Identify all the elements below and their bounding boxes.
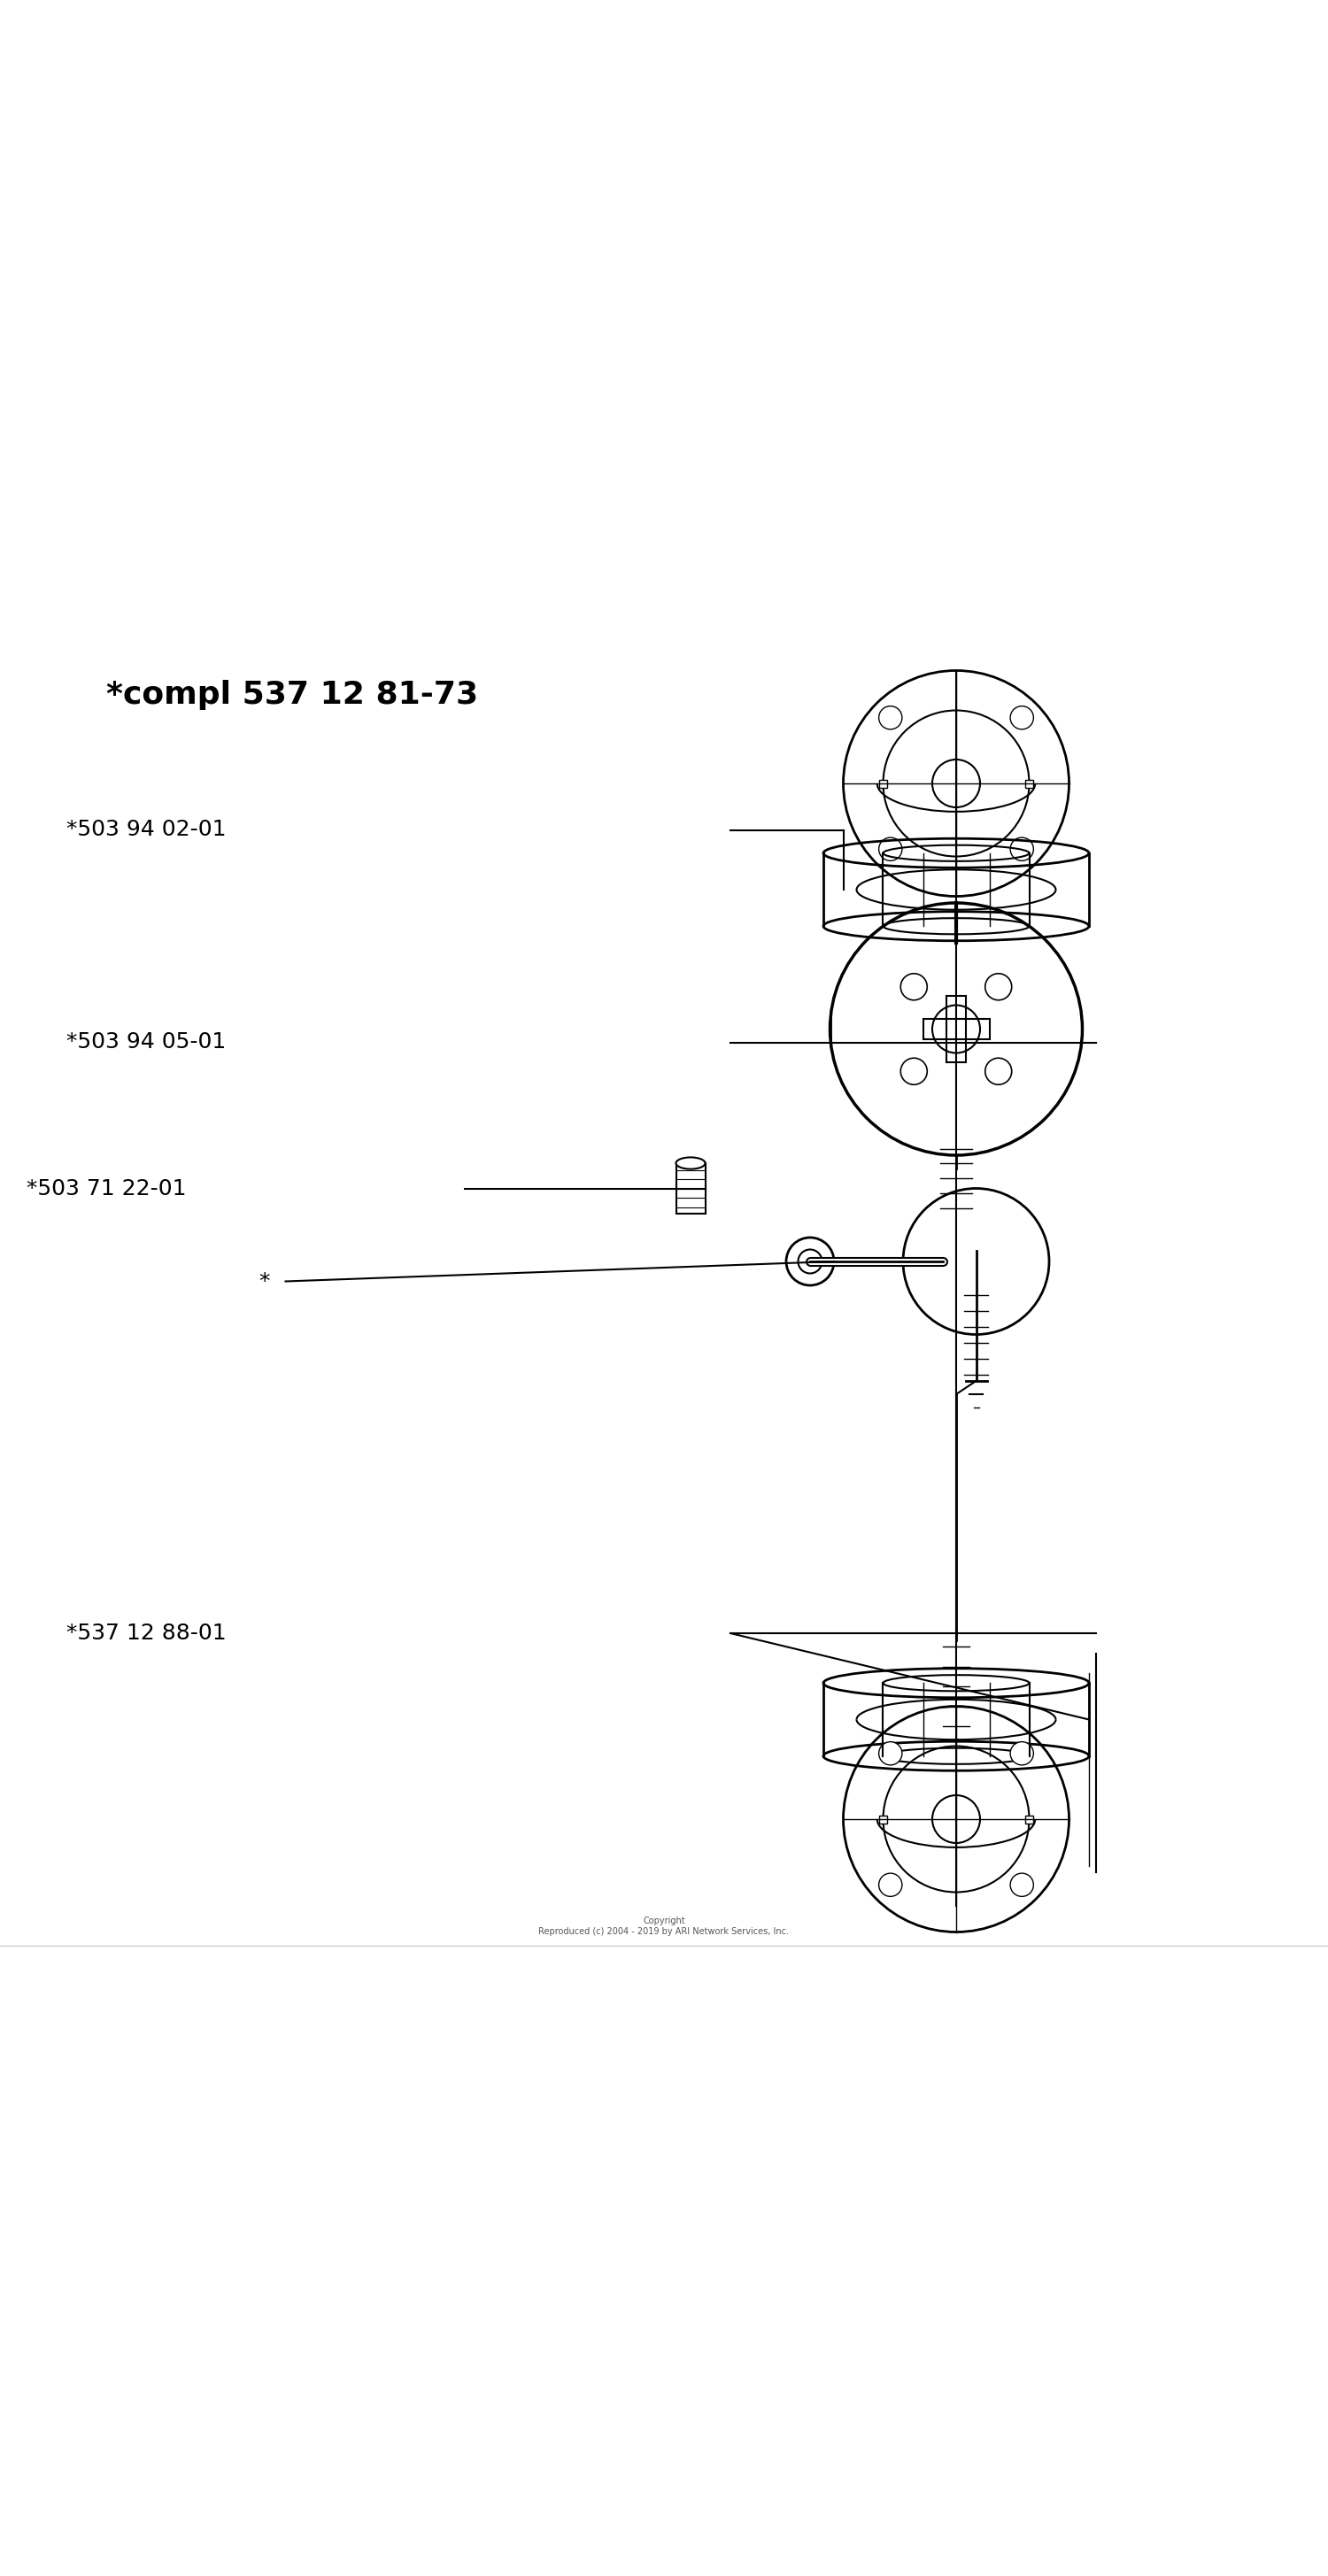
Text: *compl 537 12 81-73: *compl 537 12 81-73 [106,680,478,711]
Bar [879,1816,887,1824]
Text: *503 94 02-01: *503 94 02-01 [66,819,226,840]
Circle shape [1011,1873,1033,1896]
Bar [923,1020,989,1038]
Circle shape [879,1873,902,1896]
Text: *537 12 88-01: *537 12 88-01 [66,1623,226,1643]
Circle shape [1011,1741,1033,1765]
Circle shape [879,1741,902,1765]
Circle shape [879,706,902,729]
Text: Copyright
Reproduced (c) 2004 - 2019 by ARI Network Services, Inc.: Copyright Reproduced (c) 2004 - 2019 by … [539,1917,789,1937]
Circle shape [1011,706,1033,729]
Bar [676,1164,705,1213]
Circle shape [1011,837,1033,860]
Bar [946,997,965,1061]
Ellipse shape [676,1157,705,1170]
Bar [1025,1816,1033,1824]
Bar [879,781,887,788]
Text: *503 71 22-01: *503 71 22-01 [27,1177,186,1198]
Circle shape [879,837,902,860]
Bar [1025,781,1033,788]
Text: *: * [259,1270,270,1293]
Text: *503 94 05-01: *503 94 05-01 [66,1033,226,1054]
